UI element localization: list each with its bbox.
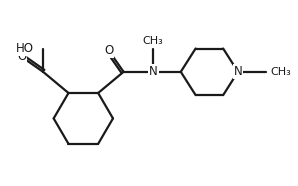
Text: CH₃: CH₃ xyxy=(143,36,164,46)
Text: O: O xyxy=(17,50,27,63)
Text: HO: HO xyxy=(16,42,34,55)
Text: CH₃: CH₃ xyxy=(271,67,291,77)
Text: N: N xyxy=(149,65,158,78)
Text: O: O xyxy=(104,44,113,57)
Text: N: N xyxy=(234,65,242,78)
